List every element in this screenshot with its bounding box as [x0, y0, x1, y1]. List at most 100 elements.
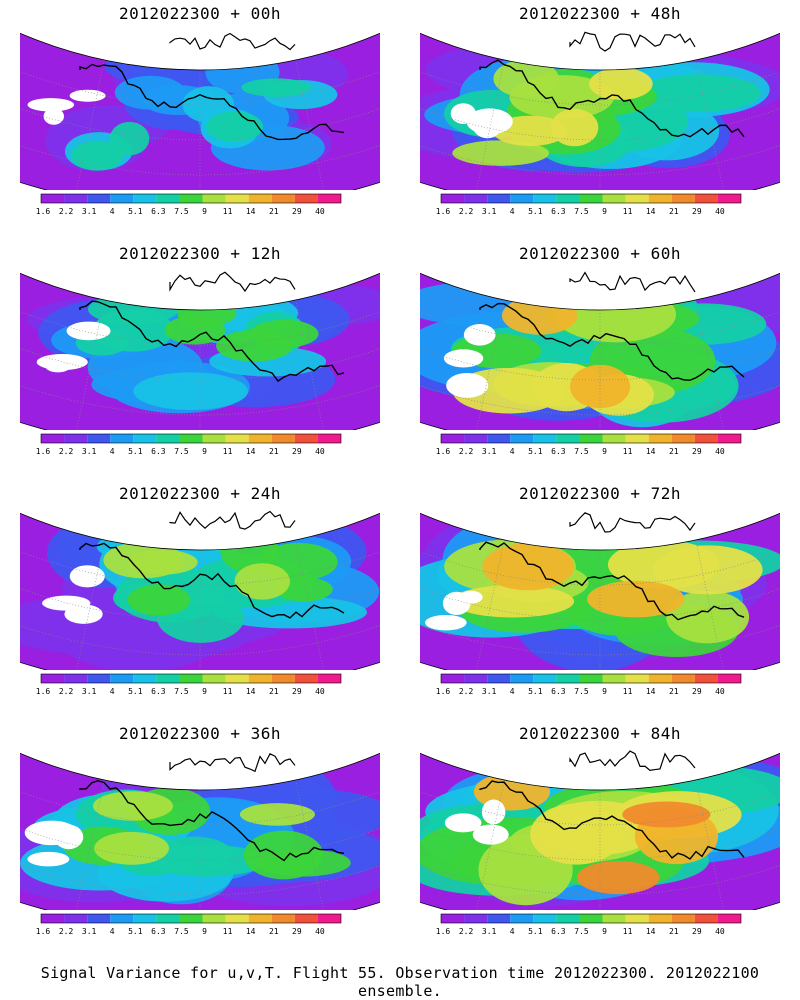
- colorbar-swatch: [579, 914, 603, 923]
- panel-title: 2012022300 + 00h: [118, 4, 282, 23]
- colorbar-labels: 1.6 2.2 3.1 4 5.1 6.3 7.5 9 11 14 21 29 40: [36, 687, 342, 699]
- colorbar-tick-label: 2.2: [58, 687, 74, 696]
- colorbar-tick-label: 1.6: [435, 927, 451, 936]
- colorbar-swatch: [317, 194, 341, 203]
- colorbar-swatch: [625, 674, 649, 683]
- colorbar-tick-label: 40: [715, 927, 725, 936]
- colorbar-tick-label: 29: [292, 927, 302, 936]
- colorbar: [440, 913, 742, 924]
- colorbar-labels: 1.6 2.2 3.1 4 5.1 6.3 7.5 9 11 14 21 29 40: [436, 447, 742, 459]
- colorbar-swatch: [579, 434, 603, 443]
- colorbar-swatch: [156, 914, 180, 923]
- colorbar-tick-label: 21: [268, 447, 279, 456]
- colorbar-swatch: [487, 674, 511, 683]
- forecast-panel: 2012022300 + 00h 1.6 2.2 3.1 4 5.1 6.3 7.5 9 11 14…: [0, 0, 400, 240]
- colorbar-swatch: [110, 434, 134, 443]
- colorbar-labels: 1.6 2.2 3.1 4 5.1 6.3 7.5 9 11 14 21 29 40: [36, 927, 342, 939]
- colorbar-swatch: [441, 194, 465, 203]
- colorbar-swatch: [87, 674, 111, 683]
- colorbar-tick-label: 9: [202, 687, 207, 696]
- colorbar-swatch: [671, 914, 695, 923]
- colorbar-swatch: [533, 194, 557, 203]
- colorbar-tick-label: 21: [668, 927, 679, 936]
- colorbar-tick-label: 6.3: [551, 447, 566, 456]
- colorbar-swatch: [41, 914, 65, 923]
- colorbar-tick-label: 7.5: [174, 927, 189, 936]
- colorbar-tick-label: 21: [668, 447, 679, 456]
- colorbar-swatch: [648, 914, 672, 923]
- colorbar-swatch: [248, 194, 272, 203]
- colorbar-swatch: [271, 674, 295, 683]
- colorbar-tick-label: 3.1: [481, 207, 497, 216]
- colorbar-swatch: [110, 194, 134, 203]
- colorbar-swatch: [64, 914, 88, 923]
- colorbar-swatch: [556, 914, 580, 923]
- colorbar-swatch: [41, 434, 65, 443]
- colorbar-swatch: [133, 434, 157, 443]
- colorbar-swatch: [271, 914, 295, 923]
- colorbar-tick-label: 9: [602, 927, 607, 936]
- colorbar-labels: 1.6 2.2 3.1 4 5.1 6.3 7.5 9 11 14 21 29 40: [436, 687, 742, 699]
- colorbar-tick-label: 40: [315, 687, 325, 696]
- colorbar-tick-label: 2.2: [458, 687, 474, 696]
- colorbar-tick-label: 6.3: [551, 687, 566, 696]
- colorbar-tick-label: 14: [645, 207, 656, 216]
- colorbar-tick-label: 40: [315, 207, 325, 216]
- colorbar-tick-label: 29: [292, 687, 302, 696]
- colorbar-swatch: [694, 434, 718, 443]
- colorbar-tick-label: 1.6: [35, 207, 51, 216]
- colorbar-labels: 1.6 2.2 3.1 4 5.1 6.3 7.5 9 11 14 21 29 40: [436, 207, 742, 219]
- colorbar-tick-label: 7.5: [174, 207, 189, 216]
- colorbar: [440, 433, 742, 444]
- colorbar-tick-label: 40: [715, 207, 725, 216]
- panel-title: 2012022300 + 36h: [118, 724, 282, 743]
- colorbar-tick-label: 11: [622, 687, 633, 696]
- colorbar-swatch: [648, 434, 672, 443]
- colorbar-tick-label: 5.1: [128, 207, 143, 216]
- colorbar-tick-label: 1.6: [35, 687, 51, 696]
- colorbar-swatch: [179, 434, 203, 443]
- colorbar-tick-label: 9: [202, 447, 207, 456]
- variance-map: [420, 270, 780, 430]
- colorbar-tick-label: 1.6: [35, 447, 51, 456]
- panel-title: 2012022300 + 24h: [118, 484, 282, 503]
- colorbar-swatch: [202, 674, 226, 683]
- colorbar-tick-label: 40: [715, 447, 725, 456]
- colorbar-tick-label: 1.6: [435, 447, 451, 456]
- colorbar-tick-label: 2.2: [58, 927, 74, 936]
- colorbar-tick-label: 7.5: [174, 687, 189, 696]
- colorbar-swatch: [225, 194, 249, 203]
- colorbar-tick-label: 9: [202, 207, 207, 216]
- colorbar-tick-label: 6.3: [151, 927, 166, 936]
- forecast-panel: 2012022300 + 60h 1.6 2.2 3.1 4 5.1 6.3 7.5 9 11 14…: [400, 240, 800, 480]
- colorbar-swatch: [464, 194, 488, 203]
- colorbar-tick-label: 5.1: [128, 687, 143, 696]
- colorbar-swatch: [225, 914, 249, 923]
- colorbar-tick-label: 4: [509, 927, 515, 936]
- colorbar-tick-label: 7.5: [174, 447, 189, 456]
- colorbar-swatch: [556, 674, 580, 683]
- variance-map: [420, 750, 780, 910]
- colorbar-swatch: [625, 194, 649, 203]
- colorbar-swatch: [317, 674, 341, 683]
- colorbar-swatch: [110, 914, 134, 923]
- colorbar-swatch: [202, 434, 226, 443]
- colorbar-tick-label: 11: [222, 207, 233, 216]
- variance-map: [20, 30, 380, 190]
- colorbar-tick-label: 7.5: [574, 447, 589, 456]
- colorbar-tick-label: 5.1: [528, 207, 543, 216]
- colorbar-swatch: [64, 674, 88, 683]
- colorbar-swatch: [602, 914, 626, 923]
- forecast-panel: 2012022300 + 12h 1.6 2.2 3.1 4 5.1 6.3 7.5 9 11 14…: [0, 240, 400, 480]
- colorbar-swatch: [294, 434, 318, 443]
- colorbar-swatch: [156, 434, 180, 443]
- forecast-panel: 2012022300 + 36h 1.6 2.2 3.1 4 5.1 6.3 7.5 9 11 14…: [0, 720, 400, 960]
- colorbar-tick-label: 40: [315, 447, 325, 456]
- colorbar-tick-label: 14: [245, 927, 256, 936]
- colorbar: [40, 193, 342, 204]
- forecast-panel: 2012022300 + 48h 1.6 2.2 3.1 4 5.1 6.3 7.5 9 11 14…: [400, 0, 800, 240]
- colorbar-tick-label: 2.2: [58, 207, 74, 216]
- colorbar-tick-label: 3.1: [81, 687, 97, 696]
- colorbar-tick-label: 9: [202, 927, 207, 936]
- colorbar-tick-label: 1.6: [435, 207, 451, 216]
